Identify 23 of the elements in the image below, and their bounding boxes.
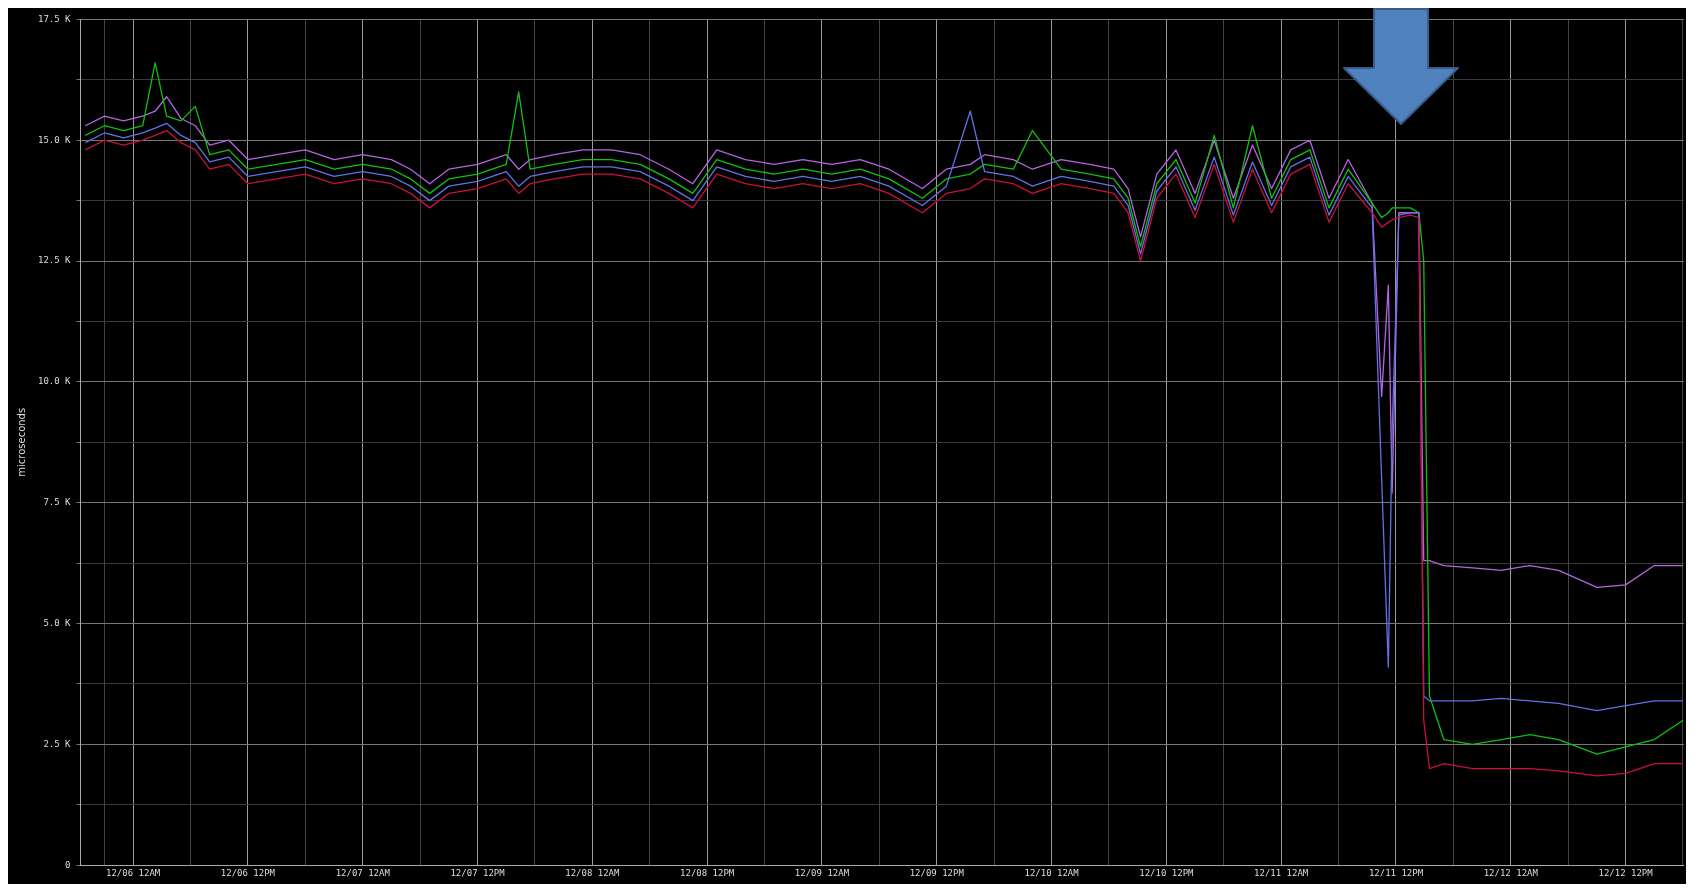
x-tick-label: 12/11 12PM (1368, 867, 1424, 878)
x-tick-label: 12/09 12AM (794, 867, 850, 878)
x-tick-label: 12/08 12AM (565, 867, 621, 878)
y-tick-label: 10.0 K (38, 376, 72, 387)
y-tick-label: 0 (65, 859, 71, 870)
x-tick-label: 12/09 12PM (909, 867, 965, 878)
x-tick-label: 12/06 12PM (220, 867, 276, 878)
y-tick-label: 12.5 K (38, 255, 72, 266)
y-axis-title: microseconds (15, 407, 27, 477)
x-tick-label: 12/12 12AM (1483, 867, 1539, 878)
x-tick-label: 12/10 12PM (1139, 867, 1195, 878)
y-tick-label: 2.5 K (43, 738, 72, 749)
x-tick-label: 12/07 12PM (450, 867, 506, 878)
x-tick-label: 12/07 12AM (335, 867, 391, 878)
y-tick-label: 7.5 K (43, 497, 72, 508)
x-tick-label: 12/06 12AM (106, 867, 161, 878)
y-tick-label: 15.0 K (38, 134, 72, 145)
x-tick-label: 12/10 12AM (1024, 867, 1080, 878)
y-tick-label: 17.5 K (38, 13, 72, 24)
x-tick-label: 12/12 12PM (1598, 867, 1654, 878)
x-tick-label: 12/08 12PM (680, 867, 735, 878)
y-tick-label: 5.0 K (43, 617, 72, 628)
x-tick-label: 12/11 12AM (1254, 867, 1309, 878)
